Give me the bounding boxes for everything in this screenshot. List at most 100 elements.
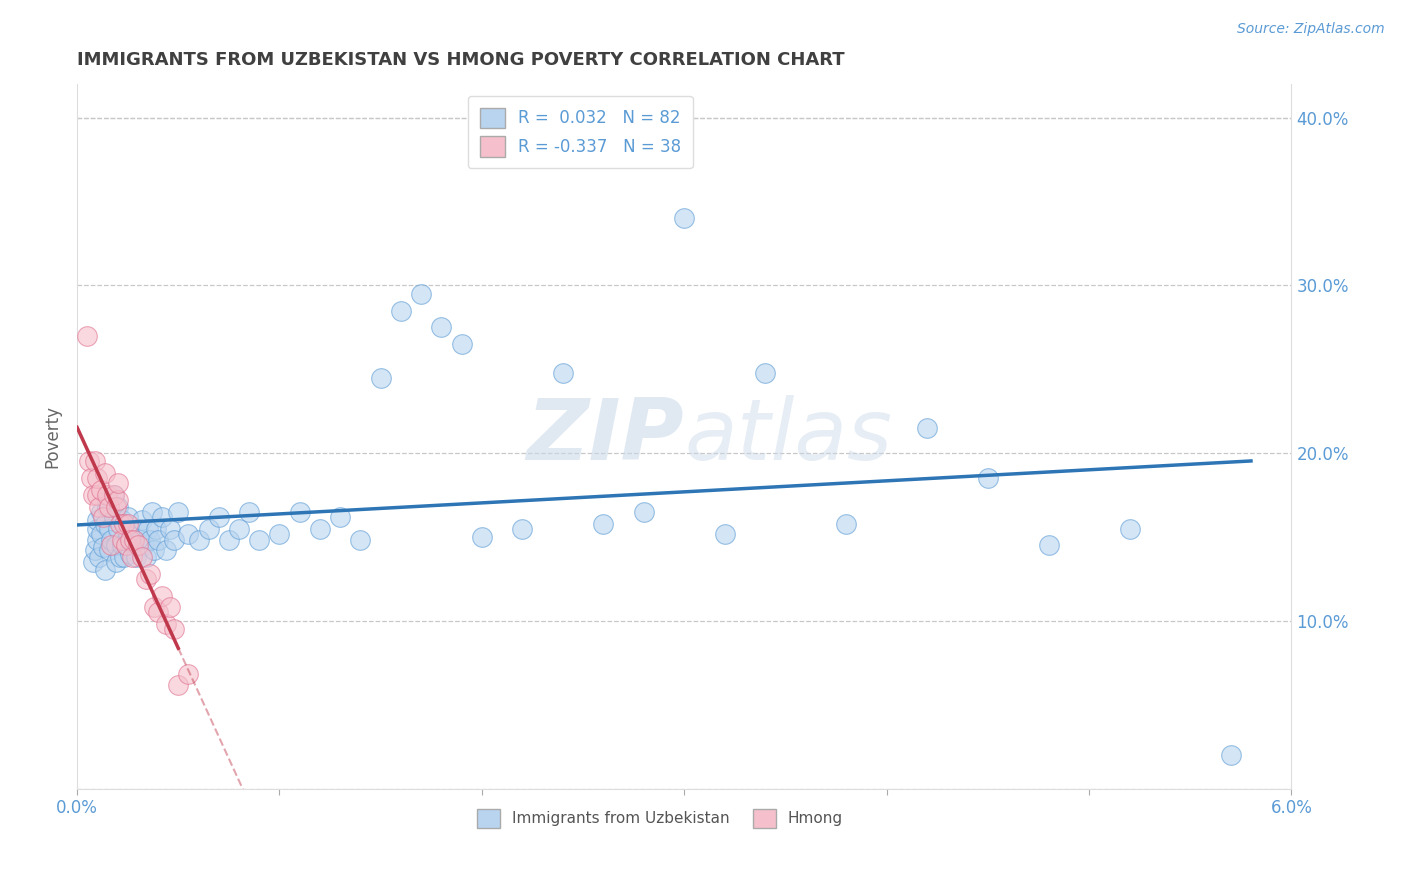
Point [104, 538, 127, 552]
Point [167, 677, 190, 691]
Point [89, 500, 111, 514]
Point [1219, 747, 1241, 762]
Point [111, 533, 132, 548]
Point [159, 522, 181, 536]
Point [96, 488, 118, 502]
Point [93, 509, 115, 524]
Point [96, 493, 118, 508]
Point [141, 505, 163, 519]
Point [208, 509, 231, 524]
Text: ZIP: ZIP [527, 395, 685, 478]
Point [197, 522, 219, 536]
Point [118, 533, 141, 548]
Point [127, 538, 149, 552]
Point [112, 550, 135, 565]
Point [118, 547, 141, 561]
Point [103, 488, 125, 502]
Point [187, 533, 209, 548]
Point [86, 522, 108, 536]
Point [100, 538, 122, 552]
Point [117, 509, 139, 524]
Point [218, 533, 240, 548]
Point [107, 500, 129, 514]
Point [86, 471, 108, 485]
Point [135, 572, 157, 586]
Point [411, 286, 433, 301]
Point [103, 509, 125, 524]
Legend: Immigrants from Uzbekistan, Hmong: Immigrants from Uzbekistan, Hmong [471, 803, 849, 834]
Point [132, 538, 155, 552]
Point [98, 543, 121, 558]
Point [89, 550, 111, 565]
Point [94, 467, 117, 481]
Point [915, 421, 938, 435]
Point [90, 483, 112, 497]
Point [370, 370, 392, 384]
Point [163, 533, 186, 548]
Point [86, 513, 108, 527]
Point [450, 337, 472, 351]
Point [117, 526, 139, 541]
Point [1118, 522, 1140, 536]
Point [177, 526, 200, 541]
Point [90, 505, 112, 519]
Point [122, 538, 145, 552]
Point [145, 522, 167, 536]
Point [835, 516, 858, 531]
Point [139, 533, 162, 548]
Point [155, 543, 177, 558]
Point [98, 522, 121, 536]
Point [103, 488, 125, 502]
Point [112, 516, 135, 531]
Point [247, 533, 270, 548]
Point [143, 600, 166, 615]
Point [100, 533, 122, 548]
Point [512, 522, 534, 536]
Point [84, 543, 107, 558]
Point [107, 476, 129, 491]
Point [754, 366, 776, 380]
Point [977, 471, 1000, 485]
Point [131, 513, 153, 527]
Point [82, 555, 104, 569]
Point [155, 617, 177, 632]
Point [471, 530, 494, 544]
Point [111, 538, 132, 552]
Point [228, 522, 250, 536]
Point [288, 505, 311, 519]
Point [108, 516, 131, 531]
Point [94, 564, 117, 578]
Point [430, 320, 453, 334]
Point [127, 522, 149, 536]
Point [125, 550, 148, 565]
Text: IMMIGRANTS FROM UZBEKISTAN VS HMONG POVERTY CORRELATION CHART: IMMIGRANTS FROM UZBEKISTAN VS HMONG POVE… [77, 51, 845, 69]
Point [104, 500, 127, 514]
Point [551, 366, 574, 380]
Point [1038, 538, 1060, 552]
Point [150, 589, 173, 603]
Point [104, 555, 127, 569]
Point [121, 550, 143, 565]
Point [82, 488, 104, 502]
Point [163, 622, 186, 636]
Point [633, 505, 655, 519]
Point [76, 328, 98, 343]
Point [86, 533, 108, 548]
Point [111, 513, 132, 527]
Point [139, 566, 162, 581]
Text: atlas: atlas [685, 395, 893, 478]
Point [143, 543, 166, 558]
Point [117, 516, 139, 531]
Point [128, 533, 150, 548]
Point [122, 533, 145, 548]
Point [107, 522, 129, 536]
Point [309, 522, 332, 536]
Point [90, 526, 112, 541]
Point [146, 606, 169, 620]
Y-axis label: Poverty: Poverty [44, 405, 60, 467]
Point [713, 526, 735, 541]
Point [136, 522, 159, 536]
Point [96, 500, 118, 514]
Point [86, 488, 108, 502]
Point [94, 516, 117, 531]
